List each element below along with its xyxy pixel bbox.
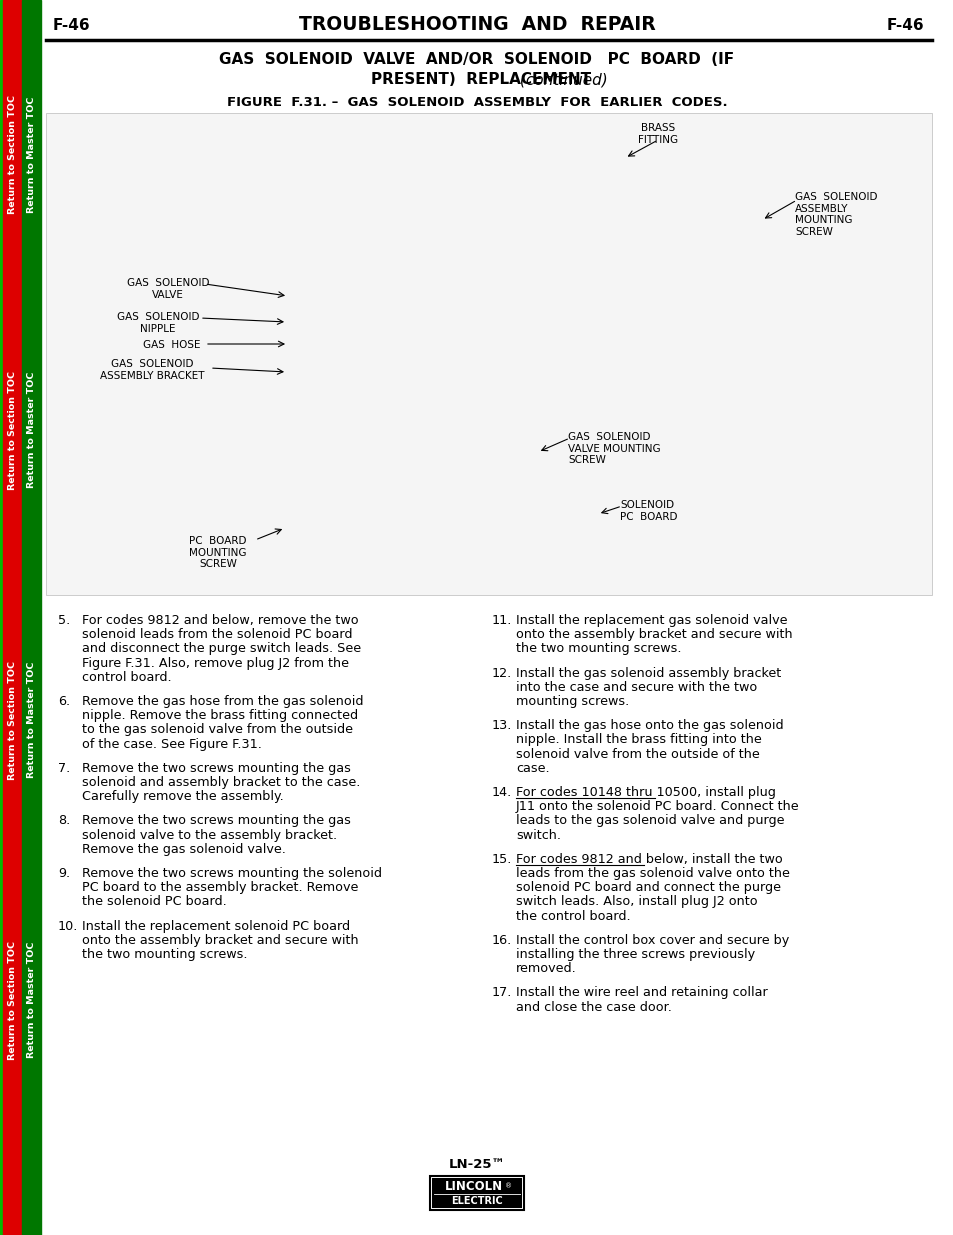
Text: FIGURE  F.31. –  GAS  SOLENOID  ASSEMBLY  FOR  EARLIER  CODES.: FIGURE F.31. – GAS SOLENOID ASSEMBLY FOR… — [227, 96, 726, 110]
Text: GAS  SOLENOID
ASSEMBLY
MOUNTING
SCREW: GAS SOLENOID ASSEMBLY MOUNTING SCREW — [794, 191, 877, 237]
Text: 6.: 6. — [58, 695, 71, 708]
Text: PRESENT)  REPLACEMENT: PRESENT) REPLACEMENT — [371, 73, 591, 88]
Text: leads from the gas solenoid valve onto the: leads from the gas solenoid valve onto t… — [516, 867, 789, 881]
Bar — [46, 112, 931, 595]
Text: the two mounting screws.: the two mounting screws. — [82, 948, 247, 961]
Text: Remove the gas hose from the gas solenoid: Remove the gas hose from the gas solenoi… — [82, 695, 363, 708]
Text: GAS  SOLENOID
NIPPLE: GAS SOLENOID NIPPLE — [116, 312, 199, 333]
Text: TROUBLESHOOTING  AND  REPAIR: TROUBLESHOOTING AND REPAIR — [298, 16, 655, 35]
Text: Return to Master TOC: Return to Master TOC — [27, 662, 36, 778]
Text: Return to Section TOC: Return to Section TOC — [8, 95, 17, 215]
Text: Install the replacement gas solenoid valve: Install the replacement gas solenoid val… — [516, 614, 786, 627]
Text: Remove the two screws mounting the solenoid: Remove the two screws mounting the solen… — [82, 867, 381, 881]
Text: switch.: switch. — [516, 829, 560, 841]
Text: 5.: 5. — [58, 614, 71, 627]
Text: GAS  SOLENOID  VALVE  AND/OR  SOLENOID   PC  BOARD  (IF: GAS SOLENOID VALVE AND/OR SOLENOID PC BO… — [219, 53, 734, 68]
Text: 17.: 17. — [492, 987, 512, 999]
Text: nipple. Install the brass fitting into the: nipple. Install the brass fitting into t… — [516, 734, 760, 746]
Text: For codes 10148 thru 10500, install plug: For codes 10148 thru 10500, install plug — [516, 785, 775, 799]
Text: PC board to the assembly bracket. Remove: PC board to the assembly bracket. Remove — [82, 882, 358, 894]
Text: For codes 9812 and below, remove the two: For codes 9812 and below, remove the two — [82, 614, 358, 627]
Bar — [430, 1176, 523, 1210]
Text: Remove the two screws mounting the gas: Remove the two screws mounting the gas — [82, 762, 351, 774]
Bar — [432, 1178, 521, 1208]
Text: leads to the gas solenoid valve and purge: leads to the gas solenoid valve and purg… — [516, 814, 783, 827]
Text: 9.: 9. — [58, 867, 71, 881]
Text: Return to Master TOC: Return to Master TOC — [27, 372, 36, 488]
Text: and disconnect the purge switch leads. See: and disconnect the purge switch leads. S… — [82, 642, 361, 656]
Text: BRASS
FITTING: BRASS FITTING — [638, 124, 678, 144]
Text: Install the control box cover and secure by: Install the control box cover and secure… — [516, 934, 788, 947]
Text: solenoid leads from the solenoid PC board: solenoid leads from the solenoid PC boar… — [82, 629, 352, 641]
Text: SOLENOID
PC  BOARD: SOLENOID PC BOARD — [619, 500, 677, 521]
Text: the control board.: the control board. — [516, 910, 630, 923]
Bar — [3, 0, 22, 1235]
Text: the two mounting screws.: the two mounting screws. — [516, 642, 680, 656]
Text: onto the assembly bracket and secure with: onto the assembly bracket and secure wit… — [516, 629, 792, 641]
Text: the solenoid PC board.: the solenoid PC board. — [82, 895, 227, 909]
Text: 15.: 15. — [492, 853, 512, 866]
Text: 8.: 8. — [58, 814, 71, 827]
Text: solenoid and assembly bracket to the case.: solenoid and assembly bracket to the cas… — [82, 776, 360, 789]
Text: of the case. See Figure F.31.: of the case. See Figure F.31. — [82, 737, 262, 751]
Text: Return to Master TOC: Return to Master TOC — [27, 96, 36, 214]
Text: solenoid valve from the outside of the: solenoid valve from the outside of the — [516, 747, 759, 761]
Text: LINCOLN: LINCOLN — [444, 1179, 502, 1193]
Text: GAS  HOSE: GAS HOSE — [143, 340, 200, 350]
Text: 11.: 11. — [492, 614, 512, 627]
Text: Install the gas solenoid assembly bracket: Install the gas solenoid assembly bracke… — [516, 667, 781, 679]
Text: and close the case door.: and close the case door. — [516, 1000, 671, 1014]
Text: 7.: 7. — [58, 762, 71, 774]
Text: solenoid PC board and connect the purge: solenoid PC board and connect the purge — [516, 882, 781, 894]
Text: Return to Section TOC: Return to Section TOC — [8, 941, 17, 1060]
Text: Return to Section TOC: Return to Section TOC — [8, 370, 17, 489]
Text: control board.: control board. — [82, 671, 172, 684]
Text: ®: ® — [504, 1183, 512, 1189]
Text: Carefully remove the assembly.: Carefully remove the assembly. — [82, 790, 283, 803]
Bar — [0, 0, 3, 1235]
Text: F-46: F-46 — [885, 17, 923, 32]
Text: Remove the gas solenoid valve.: Remove the gas solenoid valve. — [82, 842, 286, 856]
Text: mounting screws.: mounting screws. — [516, 695, 629, 708]
Text: 12.: 12. — [492, 667, 512, 679]
Text: For codes 9812 and below, install the two: For codes 9812 and below, install the tw… — [516, 853, 781, 866]
Text: PC  BOARD
MOUNTING
SCREW: PC BOARD MOUNTING SCREW — [189, 536, 247, 569]
Text: J11 onto the solenoid PC board. Connect the: J11 onto the solenoid PC board. Connect … — [516, 800, 799, 813]
Text: F-46: F-46 — [53, 17, 91, 32]
Text: nipple. Remove the brass fitting connected: nipple. Remove the brass fitting connect… — [82, 709, 357, 722]
Bar — [22, 0, 41, 1235]
Text: 16.: 16. — [492, 934, 512, 947]
Text: (continued): (continued) — [515, 73, 607, 88]
Text: GAS  SOLENOID
ASSEMBLY BRACKET: GAS SOLENOID ASSEMBLY BRACKET — [100, 359, 204, 380]
Text: 10.: 10. — [58, 920, 78, 932]
Text: 14.: 14. — [492, 785, 512, 799]
Text: Remove the two screws mounting the gas: Remove the two screws mounting the gas — [82, 814, 351, 827]
Text: Return to Master TOC: Return to Master TOC — [27, 942, 36, 1058]
Text: GAS  SOLENOID
VALVE MOUNTING
SCREW: GAS SOLENOID VALVE MOUNTING SCREW — [567, 432, 659, 466]
Text: 13.: 13. — [492, 719, 512, 732]
Text: switch leads. Also, install plug J2 onto: switch leads. Also, install plug J2 onto — [516, 895, 757, 909]
Text: LN-25™: LN-25™ — [448, 1158, 505, 1171]
Text: case.: case. — [516, 762, 549, 774]
Text: GAS  SOLENOID
VALVE: GAS SOLENOID VALVE — [127, 278, 209, 300]
Text: ELECTRIC: ELECTRIC — [451, 1195, 502, 1205]
Text: Install the wire reel and retaining collar: Install the wire reel and retaining coll… — [516, 987, 767, 999]
Text: Return to Section TOC: Return to Section TOC — [8, 661, 17, 779]
Text: Install the replacement solenoid PC board: Install the replacement solenoid PC boar… — [82, 920, 350, 932]
Text: onto the assembly bracket and secure with: onto the assembly bracket and secure wit… — [82, 934, 358, 947]
Text: solenoid valve to the assembly bracket.: solenoid valve to the assembly bracket. — [82, 829, 336, 841]
Text: Install the gas hose onto the gas solenoid: Install the gas hose onto the gas soleno… — [516, 719, 782, 732]
Text: installing the three screws previously: installing the three screws previously — [516, 948, 755, 961]
Text: to the gas solenoid valve from the outside: to the gas solenoid valve from the outsi… — [82, 724, 353, 736]
Text: Figure F.31. Also, remove plug J2 from the: Figure F.31. Also, remove plug J2 from t… — [82, 657, 349, 669]
Text: removed.: removed. — [516, 962, 577, 976]
Text: into the case and secure with the two: into the case and secure with the two — [516, 680, 757, 694]
